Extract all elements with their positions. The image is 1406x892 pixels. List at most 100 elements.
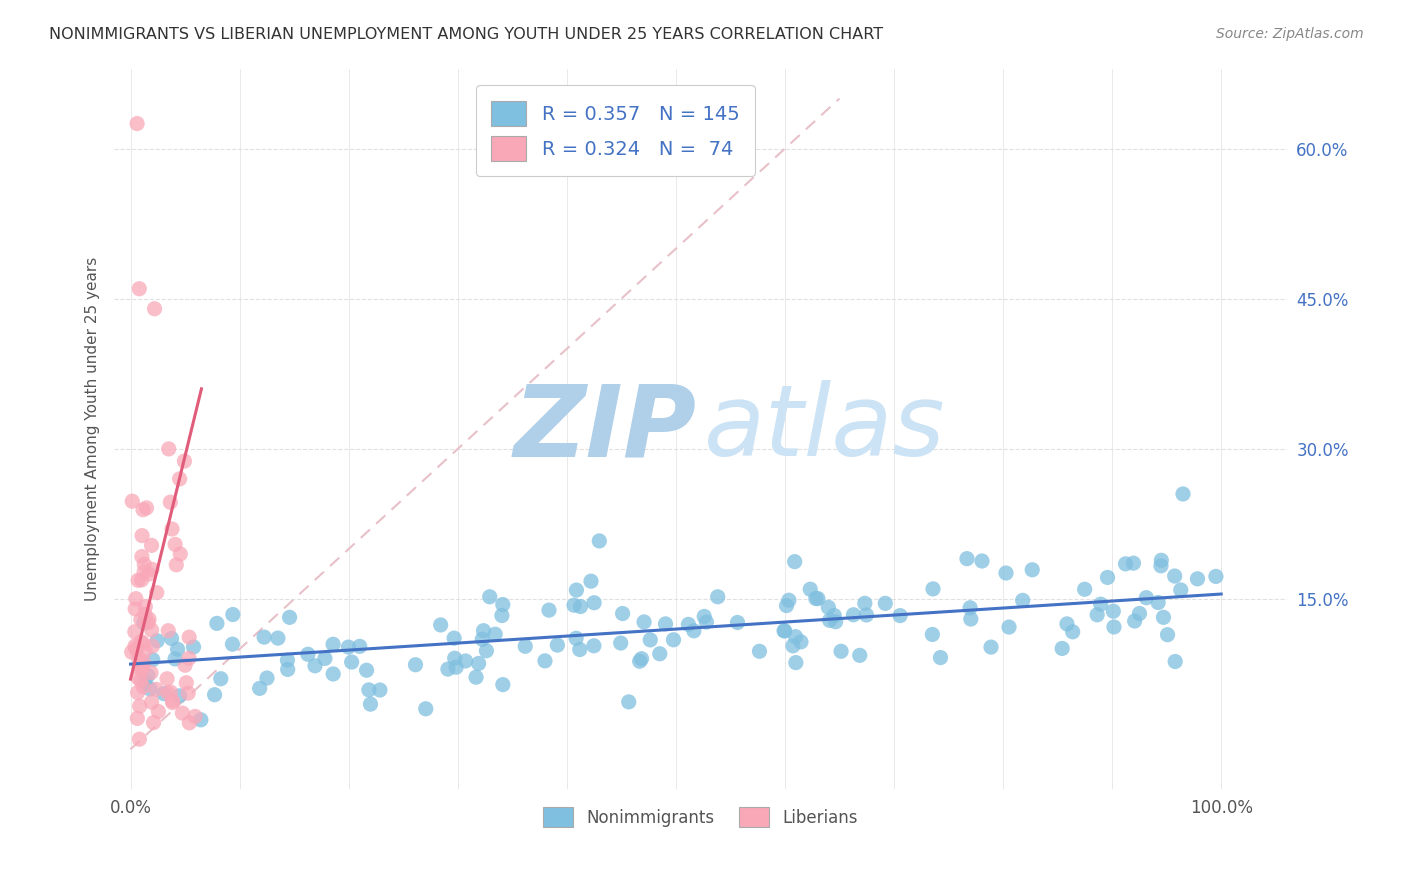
Point <box>1150 553 1173 567</box>
Point <box>136 668 159 682</box>
Text: Source: ZipAtlas.com: Source: ZipAtlas.com <box>1216 27 1364 41</box>
Point <box>360 697 382 711</box>
Point <box>1102 620 1125 634</box>
Point <box>1123 614 1146 628</box>
Point <box>165 537 187 551</box>
Point <box>565 583 588 598</box>
Point <box>1011 593 1033 607</box>
Point <box>162 696 184 710</box>
Point <box>1187 572 1209 586</box>
Point <box>546 638 568 652</box>
Point <box>562 598 585 612</box>
Point <box>253 630 276 644</box>
Text: NONIMMIGRANTS VS LIBERIAN UNEMPLOYMENT AMONG YOUTH UNDER 25 YEARS CORRELATION CH: NONIMMIGRANTS VS LIBERIAN UNEMPLOYMENT A… <box>49 27 883 42</box>
Point <box>141 695 163 709</box>
Point <box>959 600 981 615</box>
Point <box>141 562 163 576</box>
Point <box>132 615 155 630</box>
Point <box>1171 487 1194 501</box>
Point <box>568 642 591 657</box>
Point <box>1163 569 1185 583</box>
Point <box>824 615 846 629</box>
Point <box>132 502 155 516</box>
Point <box>278 610 301 624</box>
Point <box>159 495 181 509</box>
Point <box>134 558 156 572</box>
Point <box>145 585 167 599</box>
Point <box>132 680 155 694</box>
Point <box>121 645 143 659</box>
Point <box>630 651 652 665</box>
Point <box>132 655 155 669</box>
Point <box>205 616 228 631</box>
Point <box>929 650 952 665</box>
Point <box>491 608 513 623</box>
Point <box>638 632 661 647</box>
Point <box>162 694 184 708</box>
Point <box>160 522 183 536</box>
Point <box>179 715 201 730</box>
Point <box>472 624 495 638</box>
Point <box>127 685 149 699</box>
Point <box>484 627 506 641</box>
Point <box>145 682 167 697</box>
Point <box>129 661 152 675</box>
Point <box>1062 624 1084 639</box>
Point <box>127 711 149 725</box>
Point <box>443 631 465 645</box>
Point <box>921 627 943 641</box>
Point <box>778 593 800 607</box>
Point <box>165 558 187 572</box>
Point <box>889 608 911 623</box>
Point <box>823 608 845 623</box>
Point <box>415 702 437 716</box>
Point <box>1090 597 1112 611</box>
Y-axis label: Unemployment Among Youth under 25 years: Unemployment Among Youth under 25 years <box>86 257 100 601</box>
Point <box>785 656 807 670</box>
Point <box>349 640 371 654</box>
Point <box>340 655 363 669</box>
Point <box>1115 557 1137 571</box>
Point <box>183 640 205 654</box>
Point <box>444 660 467 674</box>
Point <box>124 602 146 616</box>
Point <box>222 607 245 622</box>
Point <box>297 648 319 662</box>
Point <box>1056 616 1078 631</box>
Point <box>146 633 169 648</box>
Point <box>1085 607 1108 622</box>
Point <box>368 683 391 698</box>
Point <box>337 640 360 654</box>
Point <box>817 600 839 615</box>
Point <box>166 642 188 657</box>
Point <box>165 652 187 666</box>
Point <box>221 637 243 651</box>
Point <box>169 689 191 703</box>
Point <box>773 624 796 638</box>
Point <box>678 617 700 632</box>
Point <box>980 640 1002 654</box>
Point <box>277 662 299 676</box>
Point <box>139 665 162 680</box>
Point <box>454 654 477 668</box>
Point <box>136 615 159 630</box>
Point <box>159 685 181 699</box>
Point <box>612 607 634 621</box>
Point <box>153 687 176 701</box>
Point <box>131 549 153 564</box>
Point <box>1170 582 1192 597</box>
Point <box>855 607 877 622</box>
Point <box>534 654 557 668</box>
Point <box>128 699 150 714</box>
Point <box>131 660 153 674</box>
Point <box>141 623 163 637</box>
Point <box>515 640 537 654</box>
Point <box>465 670 488 684</box>
Point <box>127 671 149 685</box>
Point <box>256 671 278 685</box>
Point <box>141 538 163 552</box>
Point <box>173 454 195 468</box>
Point <box>807 591 830 606</box>
Point <box>176 675 198 690</box>
Point <box>648 647 671 661</box>
